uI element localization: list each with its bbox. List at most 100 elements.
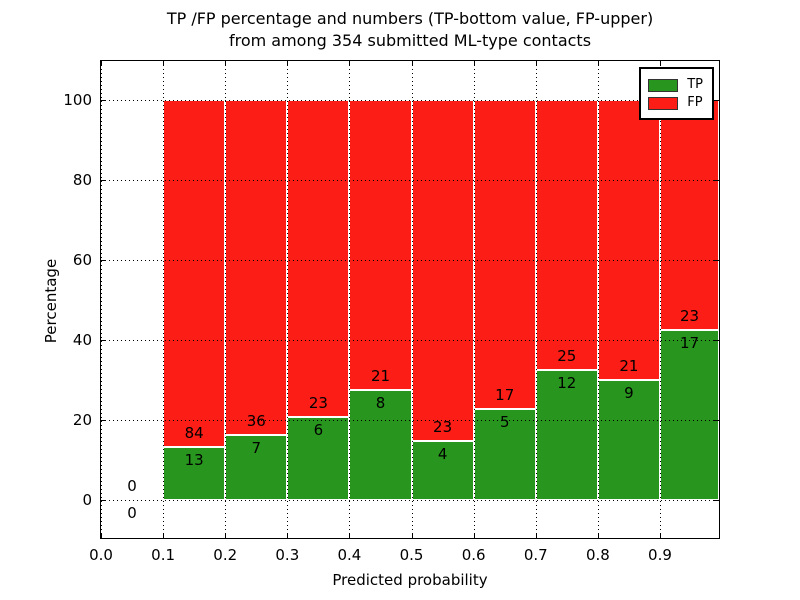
fp-color-swatch [648, 96, 679, 110]
gridline-v [659, 61, 661, 538]
legend-entry-tp: TP [648, 77, 703, 93]
bar-fp-segment [473, 100, 536, 410]
gridline-v [535, 61, 537, 538]
tp-count-label: 4 [437, 444, 448, 463]
y-tick-label: 60 [72, 251, 92, 270]
x-tick-top [163, 61, 165, 66]
x-tick-top [101, 61, 102, 66]
y-tick-right [714, 180, 719, 182]
chart-title-line2: from among 354 submitted ML-type contact… [228, 31, 592, 50]
x-tick [225, 533, 227, 538]
tp-count-label: 13 [184, 450, 204, 469]
tp-count-label: 8 [375, 393, 386, 412]
fp-count-label: 17 [495, 386, 515, 405]
y-tick-right [714, 420, 719, 422]
fp-count-label: 23 [433, 417, 453, 436]
y-tick-label: 40 [72, 331, 92, 350]
bar-tp-segment [597, 380, 660, 501]
y-tick [101, 500, 106, 502]
fp-count-label: 0 [127, 477, 137, 496]
y-tick-label: 80 [72, 171, 92, 190]
fp-count-label: 23 [308, 394, 328, 413]
x-tick-top [473, 61, 475, 66]
x-tick-top [411, 61, 413, 66]
y-tick-right [714, 100, 719, 102]
bar-tp-segment [163, 446, 226, 501]
plot-area: TP FP 0 0 84 13 36 7 23 6 21 8 23 4 17 5 25 12 21 9 23 17 [100, 60, 720, 539]
tp-color-swatch [648, 78, 679, 92]
x-tick [535, 533, 537, 538]
fp-count-label: 21 [619, 357, 639, 376]
gridline-v [163, 61, 165, 538]
x-tick-label: 0.3 [275, 546, 300, 564]
x-tick [411, 533, 413, 538]
x-tick [473, 533, 475, 538]
fp-count-label: 84 [184, 423, 204, 442]
y-tick-right [714, 500, 719, 502]
x-tick-top [597, 61, 599, 66]
fp-count-label: 21 [370, 366, 391, 385]
y-tick-label: 100 [63, 91, 92, 110]
x-tick-label: 0.1 [151, 546, 176, 564]
bar-tp-segment [659, 330, 719, 501]
x-axis-label: Predicted probability [332, 571, 488, 589]
y-tick-right [714, 340, 719, 342]
x-tick-label: 0.0 [89, 546, 113, 564]
y-tick-label: 0 [82, 491, 92, 510]
tp-count-label: 0 [127, 504, 137, 523]
x-tick-label: 0.9 [648, 546, 672, 564]
y-tick [101, 100, 106, 102]
gridline-v [101, 61, 102, 538]
fp-count-label: 36 [246, 412, 266, 431]
chart-title: TP /FP percentage and numbers (TP-bottom… [100, 8, 720, 52]
x-tick [659, 533, 661, 538]
bar-fp-segment [597, 100, 660, 381]
legend: TP FP [639, 67, 714, 120]
y-tick [101, 420, 106, 422]
gridline-h [101, 260, 719, 262]
bar-fp-segment [225, 100, 288, 436]
gridline-v [287, 61, 289, 538]
gridline-v [225, 61, 227, 538]
x-tick-label: 0.5 [399, 546, 424, 564]
tp-count-label: 5 [499, 413, 510, 432]
tp-count-label: 12 [557, 374, 577, 393]
x-tick-top [225, 61, 227, 66]
gridline-v [349, 61, 351, 538]
x-tick-label: 0.7 [523, 546, 548, 564]
y-tick [101, 180, 106, 182]
x-tick [287, 533, 289, 538]
y-tick [101, 260, 106, 262]
bar-fp-segment [411, 100, 474, 441]
bar-fp-segment [287, 100, 350, 418]
chart-title-line1: TP /FP percentage and numbers (TP-bottom… [166, 9, 654, 28]
x-tick [163, 533, 165, 538]
tp-count-label: 9 [624, 384, 634, 403]
legend-label-tp: TP [687, 77, 703, 92]
y-tick-label: 20 [72, 411, 92, 430]
x-tick-top [349, 61, 351, 66]
y-axis-label: Percentage [42, 258, 60, 344]
legend-label-fp: FP [687, 95, 703, 110]
fp-count-label: 23 [679, 307, 700, 326]
gridline-h [101, 500, 719, 502]
x-tick-top [659, 61, 661, 66]
bar-fp-segment [163, 100, 226, 447]
x-tick-top [535, 61, 537, 66]
x-tick-label: 0.2 [213, 546, 238, 564]
gridline-v [597, 61, 599, 538]
bar-tp-segment [349, 389, 412, 501]
bar-tp-segment [225, 435, 288, 501]
bar-fp-segment [659, 100, 719, 331]
gridline-h [101, 340, 719, 342]
x-tick-label: 0.4 [337, 546, 362, 564]
gridline-v [473, 61, 475, 538]
gridline-h [101, 180, 719, 182]
x-tick [101, 533, 102, 538]
tp-count-label: 17 [679, 334, 700, 353]
x-tick [597, 533, 599, 538]
gridline-v [411, 61, 413, 538]
y-tick-right [714, 260, 719, 262]
gridline-h [101, 100, 719, 102]
